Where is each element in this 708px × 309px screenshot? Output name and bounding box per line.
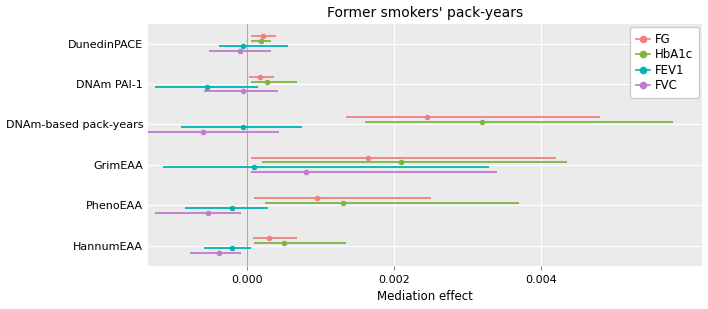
Legend: FG, HbA1c, FEV1, FVC: FG, HbA1c, FEV1, FVC	[630, 27, 699, 98]
Title: Former smokers' pack-years: Former smokers' pack-years	[327, 6, 523, 19]
X-axis label: Mediation effect: Mediation effect	[377, 290, 473, 303]
